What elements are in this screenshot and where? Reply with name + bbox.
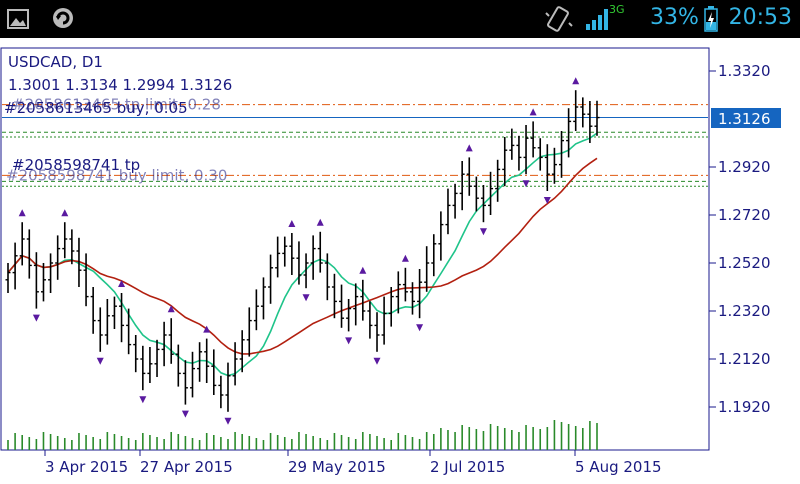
- time-tick-label: 5 Aug 2015: [575, 458, 662, 476]
- price-tick-label: 1.2320: [718, 302, 771, 320]
- battery-percent: 33%: [650, 5, 699, 30]
- battery-icon: [704, 6, 718, 32]
- fractal-up-marker: [18, 209, 26, 217]
- price-tick-label: 1.1920: [718, 398, 771, 416]
- fractal-down-marker: [302, 294, 310, 302]
- chart-area[interactable]: #2058613465 tp limit, 0.28 #2058598741 bu…: [0, 38, 800, 480]
- fractal-up-marker: [359, 266, 367, 274]
- network-type: 3G: [609, 3, 625, 16]
- price-chart[interactable]: #2058613465 tp limit, 0.28 #2058598741 bu…: [0, 38, 800, 480]
- price-tick-label: 1.2920: [718, 158, 771, 176]
- time-tick-label: 29 May 2015: [288, 458, 386, 476]
- price-tick-label: 1.3320: [718, 62, 771, 80]
- current-price-marker: [711, 108, 781, 128]
- image-icon: [7, 9, 29, 29]
- fractal-down-marker: [345, 337, 353, 345]
- fractal-up-marker: [61, 209, 69, 217]
- fractal-down-marker: [373, 357, 381, 365]
- fractal-down-marker: [181, 410, 189, 418]
- fractal-down-marker: [543, 197, 551, 204]
- signal-icon: [586, 9, 608, 30]
- fractal-up-marker: [167, 305, 175, 313]
- time-tick-label: 27 Apr 2015: [140, 458, 233, 476]
- fractal-up-marker: [572, 77, 580, 85]
- ma-fast-line: [7, 132, 598, 377]
- time-tick-label: 3 Apr 2015: [45, 458, 128, 476]
- fractal-up-marker: [118, 280, 126, 287]
- vibrate-icon: [545, 6, 573, 32]
- order-label: #2058598741 tp: [12, 156, 140, 174]
- fractal-down-marker: [32, 314, 40, 322]
- price-tick-label: 1.2120: [718, 350, 771, 368]
- price-tick-label: 1.2720: [718, 206, 771, 224]
- fractal-down-marker: [479, 228, 487, 236]
- fractal-up-marker: [465, 144, 473, 152]
- symbol-label: USDCAD, D1: [8, 53, 103, 71]
- status-bar: 3G 33% 20:53: [0, 0, 800, 38]
- clock: 20:53: [728, 5, 792, 30]
- fractal-up-marker: [203, 325, 211, 333]
- fractal-up-marker: [316, 218, 324, 226]
- current-price-label: 1.3126: [718, 110, 771, 128]
- sync-icon: [53, 8, 73, 28]
- order-label: #2058613465 buy, 0.05: [4, 99, 188, 117]
- fractal-up-marker: [288, 220, 296, 227]
- price-tick-label: 1.2520: [718, 254, 771, 272]
- fractal-down-marker: [522, 180, 530, 188]
- order-label-obscured: #2058598741 buy limit, 0.30: [6, 166, 227, 184]
- fractal-down-marker: [96, 357, 104, 365]
- fractal-down-marker: [139, 396, 147, 404]
- time-tick-label: 2 Jul 2015: [430, 458, 505, 476]
- fractal-up-marker: [401, 254, 409, 262]
- fractal-down-marker: [416, 324, 424, 332]
- ohlc-label: 1.3001 1.3134 1.2994 1.3126: [8, 76, 232, 94]
- order-label-obscured: #2058613465 tp limit, 0.28: [12, 96, 221, 114]
- fractal-up-marker: [529, 108, 537, 116]
- fractal-down-marker: [224, 417, 232, 425]
- ma-slow-line: [7, 157, 598, 355]
